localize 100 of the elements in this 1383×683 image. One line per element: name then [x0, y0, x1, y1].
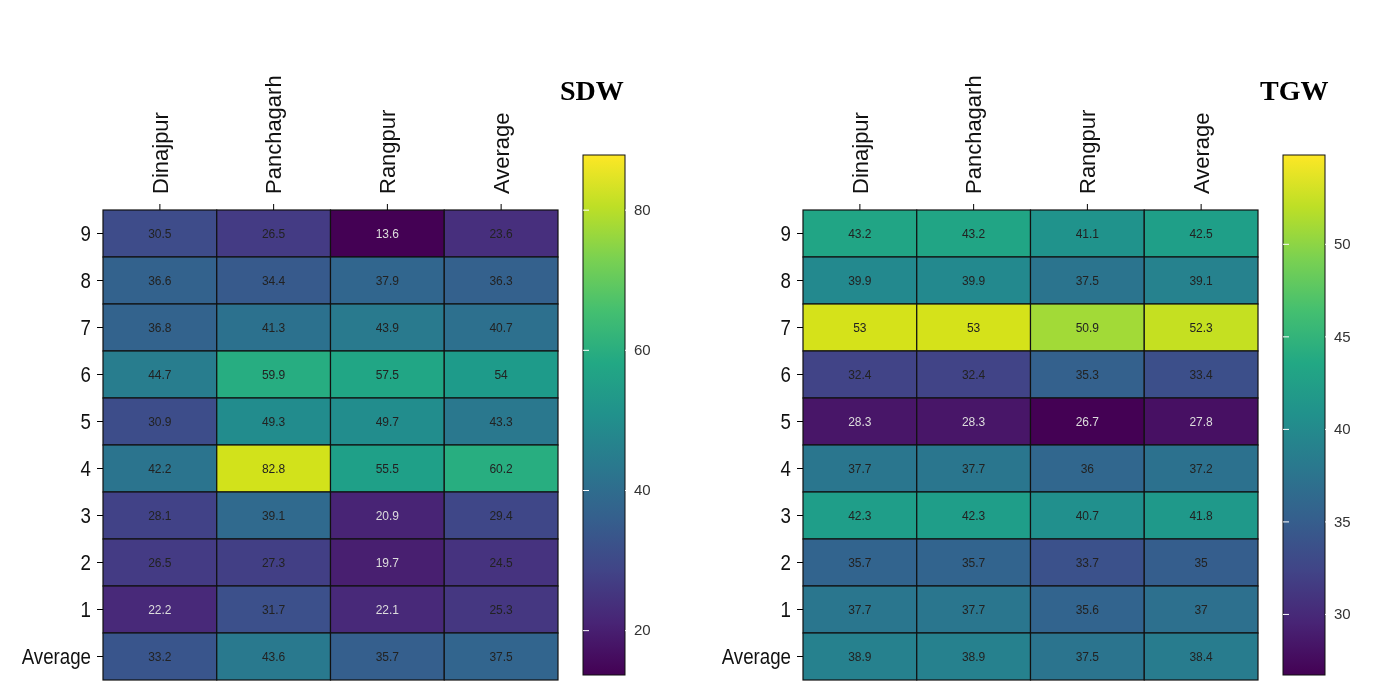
y-tick-label: 8 — [780, 268, 791, 292]
data-label: 35.7 — [848, 555, 872, 570]
data-label: 28.3 — [961, 414, 986, 429]
data-label: 37.7 — [848, 461, 872, 476]
data-label: 36.8 — [148, 320, 172, 335]
data-label: 43.9 — [375, 320, 400, 335]
data-label: 33.7 — [1075, 555, 1100, 570]
y-tick-label: 4 — [780, 456, 791, 480]
data-label: 40.7 — [489, 320, 514, 335]
data-label: 36.6 — [148, 273, 172, 288]
y-tick-label: 4 — [80, 456, 91, 480]
data-label: 34.4 — [261, 273, 286, 288]
y-tick-label: 7 — [80, 315, 91, 339]
data-label: 23.6 — [489, 226, 514, 241]
data-label: 28.1 — [148, 508, 172, 523]
data-label: 54 — [494, 367, 509, 382]
data-label: 35.3 — [1075, 367, 1100, 382]
color-bar-label: 30 — [1334, 605, 1351, 623]
data-label: 38.4 — [1189, 649, 1214, 664]
color-bar-label: 40 — [1334, 420, 1351, 438]
data-label: 22.2 — [148, 602, 172, 617]
data-label: 39.1 — [1189, 273, 1214, 288]
color-bar-label: 20 — [634, 621, 651, 639]
data-label: 49.7 — [375, 414, 400, 429]
data-label: 53 — [853, 320, 867, 335]
data-label: 37.5 — [489, 649, 514, 664]
data-label: 60.2 — [489, 461, 514, 476]
x-tick-label: Panchagarh — [261, 75, 287, 194]
data-label: 39.1 — [261, 508, 286, 523]
data-label: 38.9 — [961, 649, 986, 664]
color-bar-label: 60 — [634, 341, 651, 359]
data-label: 24.5 — [489, 555, 514, 570]
data-label: 32.4 — [848, 367, 872, 382]
data-label: 36.3 — [489, 273, 514, 288]
color-bar-label: 50 — [1334, 235, 1351, 253]
y-tick-label: 6 — [80, 362, 91, 386]
y-tick-label: 3 — [780, 503, 791, 527]
color-bar-title: SDW — [560, 75, 624, 106]
data-label: 55.5 — [375, 461, 400, 476]
data-label: 49.3 — [261, 414, 286, 429]
data-label: 27.3 — [261, 555, 286, 570]
data-label: 59.9 — [261, 367, 286, 382]
data-label: 37.2 — [1189, 461, 1214, 476]
data-label: 41.1 — [1075, 226, 1100, 241]
data-label: 26.5 — [148, 555, 172, 570]
data-label: 27.8 — [1189, 414, 1214, 429]
data-label: 25.3 — [489, 602, 514, 617]
y-tick-label: 1 — [80, 597, 91, 621]
data-label: 42.3 — [961, 508, 986, 523]
data-label: 28.3 — [848, 414, 872, 429]
color-bar-label: 80 — [634, 200, 651, 218]
data-label: 22.1 — [375, 602, 400, 617]
data-label: 37.9 — [375, 273, 400, 288]
data-label: 37.5 — [1075, 273, 1100, 288]
data-label: 39.9 — [961, 273, 986, 288]
data-label: 37.7 — [961, 461, 986, 476]
color-bar-label: 35 — [1334, 512, 1351, 530]
data-label: 53 — [966, 320, 981, 335]
data-label: 82.8 — [261, 461, 286, 476]
y-tick-label: 5 — [780, 409, 791, 433]
y-tick-label: 6 — [780, 362, 791, 386]
x-tick-label: Dinajpur — [847, 112, 873, 194]
data-label: 44.7 — [148, 367, 172, 382]
x-tick-label: Average — [488, 112, 514, 194]
x-tick-label: Dinajpur — [147, 112, 173, 194]
data-label: 31.7 — [261, 602, 286, 617]
data-label: 42.5 — [1189, 226, 1214, 241]
data-label: 26.5 — [261, 226, 286, 241]
y-tick-label: Average — [721, 644, 791, 668]
data-label: 43.2 — [848, 226, 872, 241]
data-label: 37.7 — [961, 602, 986, 617]
data-label: 35.6 — [1075, 602, 1100, 617]
data-label: 35.7 — [375, 649, 400, 664]
data-label: 38.9 — [848, 649, 872, 664]
data-label: 13.6 — [375, 226, 400, 241]
data-label: 43.6 — [261, 649, 286, 664]
data-label: 35 — [1194, 555, 1209, 570]
data-label: 36 — [1080, 461, 1095, 476]
color-bar-title: TGW — [1260, 75, 1329, 106]
data-label: 20.9 — [375, 508, 400, 523]
data-label: 30.9 — [148, 414, 172, 429]
data-label: 30.5 — [148, 226, 172, 241]
data-label: 57.5 — [375, 367, 400, 382]
color-bar-label: 40 — [634, 481, 651, 499]
data-label: 52.3 — [1189, 320, 1214, 335]
data-label: 37 — [1194, 602, 1209, 617]
y-tick-label: 1 — [780, 597, 791, 621]
data-label: 42.2 — [148, 461, 172, 476]
data-label: 40.7 — [1075, 508, 1100, 523]
y-tick-label: 8 — [80, 268, 91, 292]
y-tick-label: 9 — [80, 221, 91, 245]
data-label: 41.8 — [1189, 508, 1214, 523]
data-label: 50.9 — [1075, 320, 1100, 335]
data-label: 37.5 — [1075, 649, 1100, 664]
y-tick-label: 9 — [780, 221, 791, 245]
data-label: 41.3 — [261, 320, 286, 335]
data-label: 35.7 — [961, 555, 986, 570]
y-tick-label: 7 — [780, 315, 791, 339]
y-tick-label: Average — [21, 644, 91, 668]
data-label: 37.7 — [848, 602, 872, 617]
